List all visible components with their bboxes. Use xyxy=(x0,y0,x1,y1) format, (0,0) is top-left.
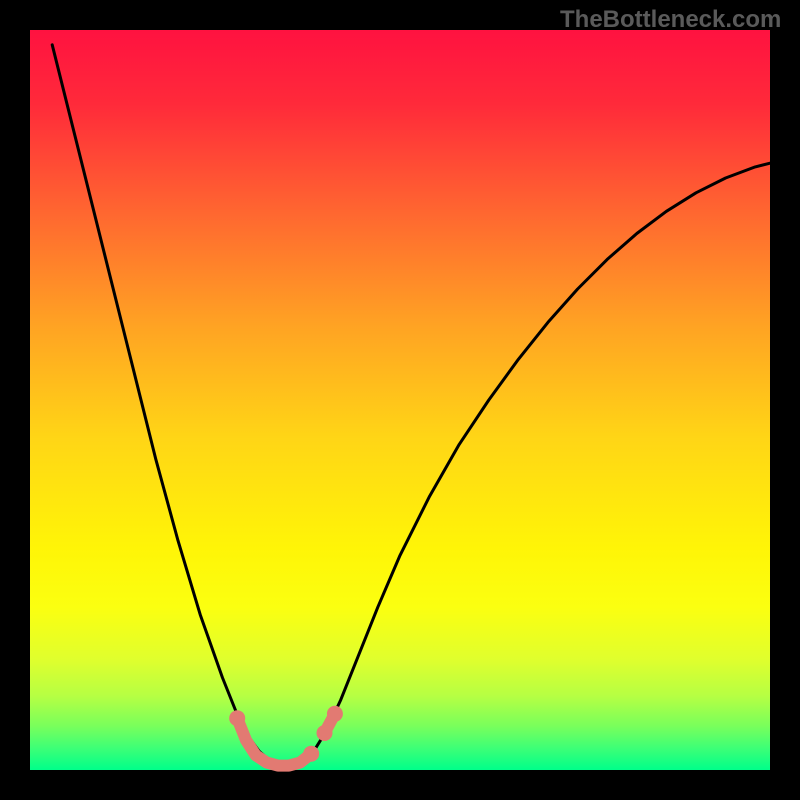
watermark-text: TheBottleneck.com xyxy=(560,6,781,34)
chart-frame: TheBottleneck.com xyxy=(0,0,800,800)
plot-area xyxy=(30,30,770,770)
